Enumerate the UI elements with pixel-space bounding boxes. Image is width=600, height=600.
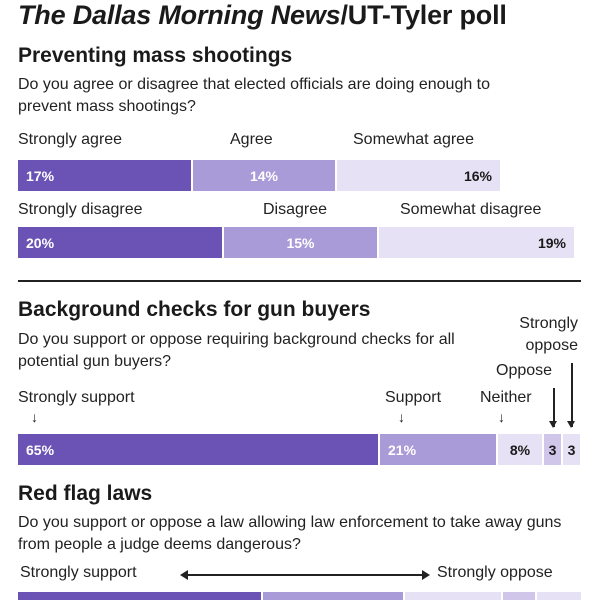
bar-strongly-support: 65% [18, 434, 378, 465]
bar-row-red-flag [18, 592, 581, 600]
bar-redflag-oppose [503, 592, 535, 600]
bar-somewhat-agree-value: 16% [463, 167, 492, 184]
bar-somewhat-disagree: 19% [379, 227, 574, 258]
bar-redflag-strongly-oppose [537, 592, 581, 600]
bar-somewhat-disagree-value: 19% [537, 234, 566, 251]
bar-disagree-value: 15% [286, 234, 315, 251]
section-title-mass-shootings: Preventing mass shootings [18, 44, 293, 67]
bar-strongly-disagree-value: 20% [26, 234, 55, 251]
label-neither: Neither [480, 389, 532, 406]
section-title-background-checks: Background checks for gun buyers [18, 298, 371, 321]
arrow-support: ↓ [398, 409, 405, 425]
bar-strongly-agree-value: 17% [26, 167, 55, 184]
label-agree: Agree [230, 131, 273, 148]
bar-row-disagree: 20% 15% 19% [18, 227, 574, 258]
question-mass-shootings: Do you agree or disagree that elected of… [18, 76, 491, 115]
label-somewhat-disagree: Somewhat disagree [400, 201, 542, 218]
arrow-neither: ↓ [498, 409, 505, 425]
label-strongly-support: Strongly support [18, 389, 135, 406]
bar-row-agree: 17% 14% 16% [18, 160, 500, 191]
question-background-checks: Do you support or oppose requiring backg… [18, 331, 455, 370]
bar-support: 21% [380, 434, 496, 465]
label-strongly-oppose: Strongly oppose [519, 315, 578, 354]
bar-disagree: 15% [224, 227, 377, 258]
bar-strongly-support-value: 65% [26, 441, 55, 458]
poll-title: The Dallas Morning News/UT-Tyler poll [18, 0, 507, 31]
bar-strongly-oppose: 3 [563, 434, 580, 465]
arrow-oppose [550, 388, 556, 428]
bar-strongly-agree: 17% [18, 160, 191, 191]
section-divider [18, 280, 581, 282]
section-title-red-flag: Red flag laws [18, 482, 153, 505]
label-strongly-agree: Strongly agree [18, 131, 123, 148]
bar-oppose-value: 3 [548, 441, 557, 458]
label-scale-strongly-oppose: Strongly oppose [437, 564, 553, 581]
title-publication: The Dallas Morning News [18, 0, 341, 30]
title-poll: /UT-Tyler poll [340, 0, 507, 30]
bar-neither-value: 8% [509, 441, 531, 458]
bar-agree: 14% [193, 160, 335, 191]
bar-row-background-checks: 65% 21% 8% 3 3 [18, 434, 580, 465]
scale-double-arrow [180, 570, 430, 580]
bar-redflag-strongly-support [18, 592, 261, 600]
bar-support-value: 21% [388, 441, 417, 458]
arrow-strongly-oppose [568, 363, 574, 428]
question-red-flag: Do you support or oppose a law allowing … [18, 514, 562, 553]
bar-redflag-neither [405, 592, 501, 600]
bar-redflag-support [263, 592, 403, 600]
bar-strongly-oppose-value: 3 [567, 441, 576, 458]
label-oppose: Oppose [496, 362, 553, 379]
label-scale-strongly-support: Strongly support [20, 564, 137, 581]
bar-agree-value: 14% [249, 167, 279, 184]
arrow-strongly-support: ↓ [31, 409, 38, 425]
bar-oppose: 3 [544, 434, 561, 465]
bar-neither: 8% [498, 434, 542, 465]
label-support: Support [385, 389, 442, 406]
bar-strongly-disagree: 20% [18, 227, 222, 258]
bar-somewhat-agree: 16% [337, 160, 500, 191]
label-disagree: Disagree [263, 201, 328, 218]
label-strongly-disagree: Strongly disagree [18, 201, 143, 218]
label-somewhat-agree: Somewhat agree [353, 131, 474, 148]
